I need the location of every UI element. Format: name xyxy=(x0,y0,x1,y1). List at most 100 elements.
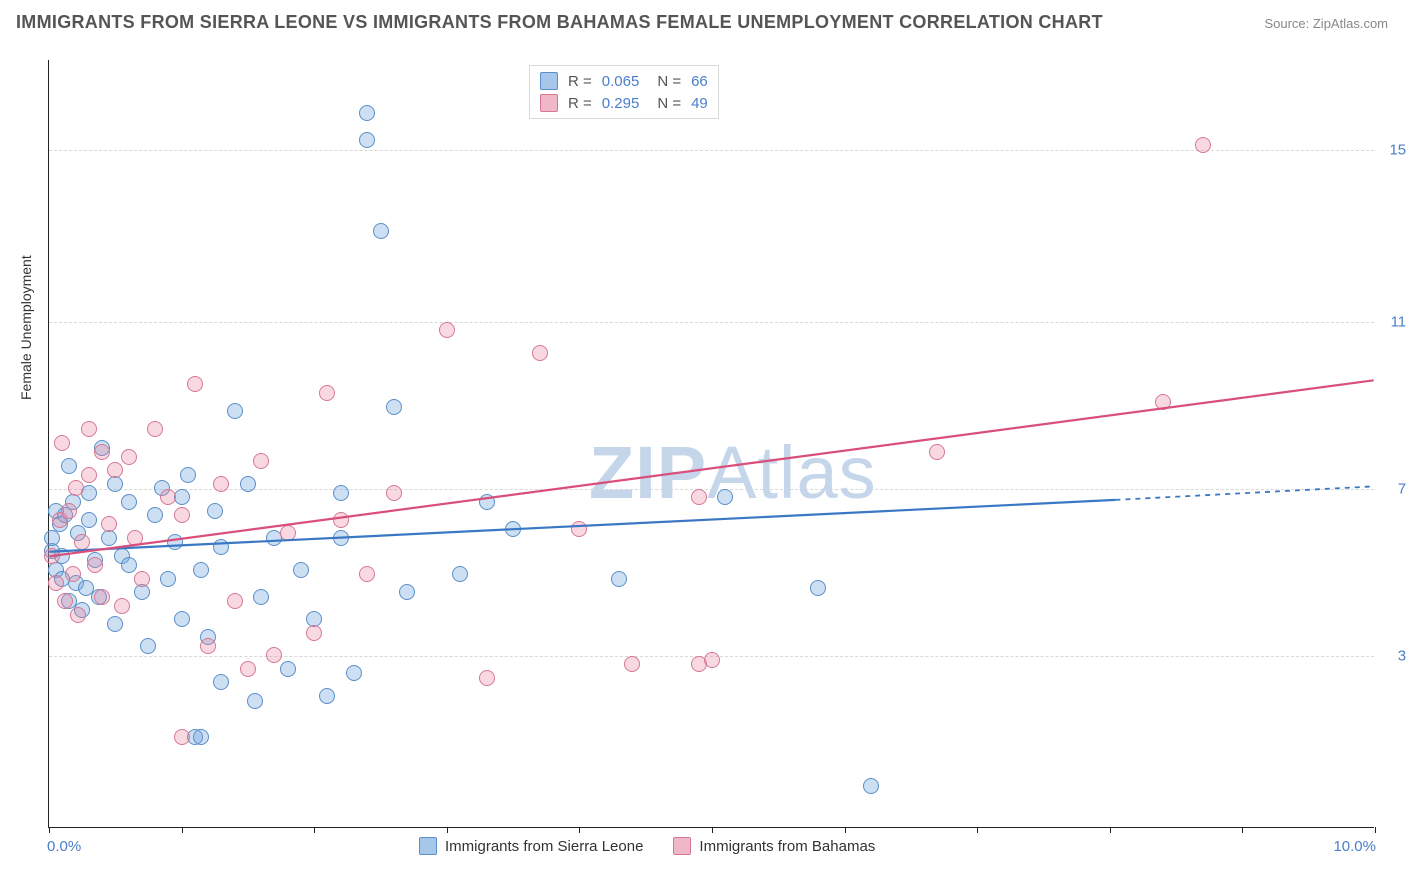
chart-title: IMMIGRANTS FROM SIERRA LEONE VS IMMIGRAN… xyxy=(16,12,1103,33)
data-point-sl xyxy=(479,494,495,510)
data-point-ba xyxy=(81,467,97,483)
data-point-ba xyxy=(68,480,84,496)
legend-r-value-sl: 0.065 xyxy=(602,73,640,90)
data-point-sl xyxy=(174,611,190,627)
data-point-ba xyxy=(624,656,640,672)
x-axis-min-label: 0.0% xyxy=(47,838,81,855)
data-point-ba xyxy=(74,534,90,550)
data-point-sl xyxy=(121,557,137,573)
data-point-ba xyxy=(160,489,176,505)
gridline xyxy=(49,322,1374,323)
legend-row-ba: R = 0.295 N = 49 xyxy=(540,92,708,114)
data-point-ba xyxy=(253,453,269,469)
data-point-sl xyxy=(346,665,362,681)
data-point-ba xyxy=(127,530,143,546)
data-point-ba xyxy=(70,607,86,623)
series-legend: Immigrants from Sierra Leone Immigrants … xyxy=(419,837,875,855)
data-point-sl xyxy=(44,530,60,546)
data-point-sl xyxy=(717,489,733,505)
legend-n-label: N = xyxy=(657,73,681,90)
data-point-ba xyxy=(107,462,123,478)
data-point-sl xyxy=(193,729,209,745)
data-point-sl xyxy=(207,503,223,519)
watermark: ZIPAtlas xyxy=(589,430,877,515)
x-tick xyxy=(977,827,978,833)
data-point-ba xyxy=(94,444,110,460)
data-point-ba xyxy=(266,647,282,663)
data-point-ba xyxy=(691,489,707,505)
legend-item-ba: Immigrants from Bahamas xyxy=(673,837,875,855)
data-point-ba xyxy=(147,421,163,437)
data-point-ba xyxy=(94,589,110,605)
data-point-ba xyxy=(280,525,296,541)
data-point-sl xyxy=(373,223,389,239)
x-axis-max-label: 10.0% xyxy=(1333,838,1376,855)
x-tick xyxy=(1242,827,1243,833)
data-point-sl xyxy=(213,539,229,555)
data-point-ba xyxy=(121,449,137,465)
y-tick-label: 3.8% xyxy=(1380,648,1406,665)
data-point-ba xyxy=(187,376,203,392)
data-point-sl xyxy=(319,688,335,704)
data-point-ba xyxy=(1155,394,1171,410)
data-point-sl xyxy=(810,580,826,596)
x-tick xyxy=(712,827,713,833)
data-point-ba xyxy=(704,652,720,668)
y-axis-title: Female Unemployment xyxy=(18,255,34,400)
data-point-ba xyxy=(213,476,229,492)
data-point-ba xyxy=(174,729,190,745)
data-point-ba xyxy=(114,598,130,614)
legend-r-label: R = xyxy=(568,95,592,112)
x-tick xyxy=(1375,827,1376,833)
data-point-sl xyxy=(193,562,209,578)
data-point-ba xyxy=(65,566,81,582)
data-point-sl xyxy=(180,467,196,483)
data-point-sl xyxy=(81,512,97,528)
data-point-sl xyxy=(227,403,243,419)
legend-n-value-ba: 49 xyxy=(691,95,708,112)
data-point-ba xyxy=(929,444,945,460)
legend-label-sl: Immigrants from Sierra Leone xyxy=(445,838,643,855)
legend-n-label: N = xyxy=(657,95,681,112)
data-point-ba xyxy=(240,661,256,677)
legend-item-sl: Immigrants from Sierra Leone xyxy=(419,837,643,855)
data-point-sl xyxy=(333,530,349,546)
x-tick xyxy=(447,827,448,833)
data-point-ba xyxy=(386,485,402,501)
data-point-sl xyxy=(505,521,521,537)
x-tick xyxy=(845,827,846,833)
y-tick-label: 7.5% xyxy=(1380,481,1406,498)
data-point-ba xyxy=(571,521,587,537)
data-point-ba xyxy=(306,625,322,641)
gridline xyxy=(49,150,1374,151)
data-point-sl xyxy=(61,458,77,474)
data-point-ba xyxy=(359,566,375,582)
data-point-sl xyxy=(863,778,879,794)
data-point-sl xyxy=(213,674,229,690)
legend-r-label: R = xyxy=(568,73,592,90)
data-point-ba xyxy=(532,345,548,361)
data-point-sl xyxy=(253,589,269,605)
data-point-ba xyxy=(101,516,117,532)
data-point-ba xyxy=(81,421,97,437)
data-point-sl xyxy=(247,693,263,709)
y-tick-label: 11.2% xyxy=(1380,314,1406,331)
x-tick xyxy=(182,827,183,833)
data-point-ba xyxy=(44,548,60,564)
data-point-ba xyxy=(48,575,64,591)
data-point-ba xyxy=(200,638,216,654)
x-tick xyxy=(314,827,315,833)
data-point-sl xyxy=(280,661,296,677)
data-point-ba xyxy=(333,512,349,528)
legend-n-value-sl: 66 xyxy=(691,73,708,90)
legend-swatch-sl xyxy=(419,837,437,855)
legend-swatch-sl xyxy=(540,72,558,90)
data-point-ba xyxy=(87,557,103,573)
data-point-sl xyxy=(293,562,309,578)
x-tick xyxy=(1110,827,1111,833)
data-point-ba xyxy=(57,593,73,609)
data-point-ba xyxy=(319,385,335,401)
data-point-sl xyxy=(107,616,123,632)
legend-swatch-ba xyxy=(540,94,558,112)
data-point-sl xyxy=(140,638,156,654)
